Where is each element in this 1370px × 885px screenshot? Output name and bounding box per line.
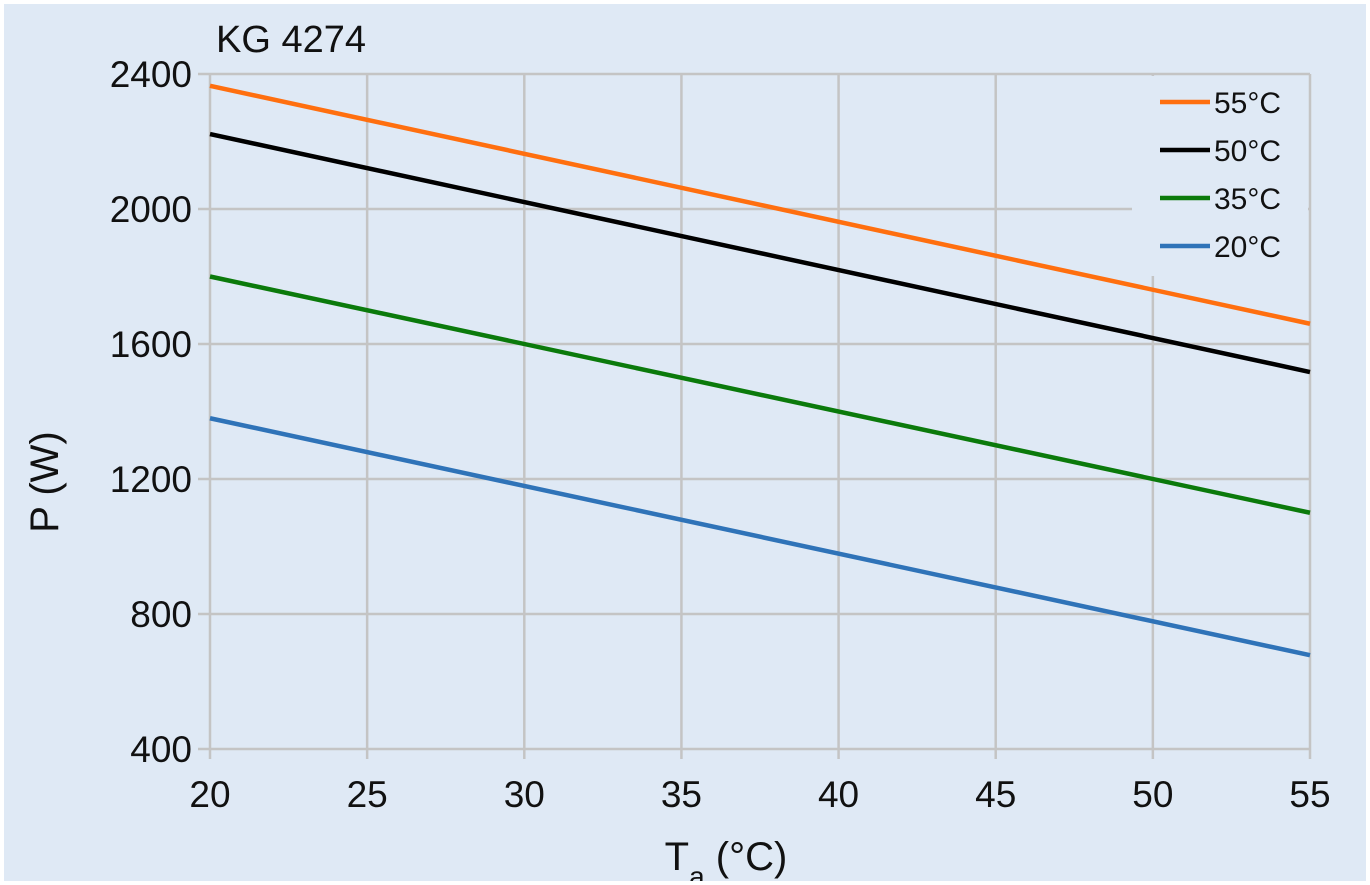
x-tick-label: 20 (189, 774, 230, 815)
y-tick-label: 1600 (110, 324, 192, 365)
chart-title: KG 4274 (216, 19, 366, 61)
legend-label: 20°C (1214, 231, 1281, 264)
x-axis-title-main: T (665, 835, 689, 879)
x-tick-label: 25 (347, 774, 388, 815)
x-tick-label: 55 (1289, 774, 1330, 815)
line-chart: 400 800 1200 1600 2000 2400 20 25 30 35 40 45 50 55 K… (23, 19, 1331, 881)
series-line-0 (209, 83, 1311, 326)
legend-label: 55°C (1214, 87, 1281, 120)
legend-background (1132, 76, 1308, 276)
series-line-1 (209, 131, 1311, 375)
chart-container: 400 800 1200 1600 2000 2400 20 25 30 35 40 45 50 55 K… (4, 4, 1366, 881)
x-axis-title-subscript: a (689, 861, 705, 882)
plot-lines (209, 83, 1311, 658)
x-tick-label: 30 (504, 774, 545, 815)
axis-ticks: 400 800 1200 1600 2000 2400 20 25 30 35 40 45 50 55 (110, 54, 1331, 815)
y-tick-label: 400 (130, 729, 192, 770)
grid (198, 72, 1312, 759)
x-axis-title-unit: (°C) (705, 835, 788, 879)
x-tick-label: 35 (661, 774, 702, 815)
y-tick-label: 1200 (110, 459, 192, 500)
x-tick-label: 40 (818, 774, 859, 815)
y-tick-label: 2000 (110, 189, 192, 230)
y-axis-title: P (W) (23, 431, 67, 532)
y-tick-label: 2400 (110, 54, 192, 95)
series-line-3 (209, 416, 1311, 658)
y-tick-label: 800 (130, 594, 192, 635)
legend-label: 35°C (1214, 183, 1281, 216)
x-axis-title: Ta (°C) (665, 835, 788, 881)
series-line-2 (209, 274, 1311, 515)
legend: 55°C 50°C 35°C 20°C (1132, 76, 1308, 276)
x-tick-label: 50 (1132, 774, 1173, 815)
x-tick-label: 45 (975, 774, 1016, 815)
legend-label: 50°C (1214, 135, 1281, 168)
